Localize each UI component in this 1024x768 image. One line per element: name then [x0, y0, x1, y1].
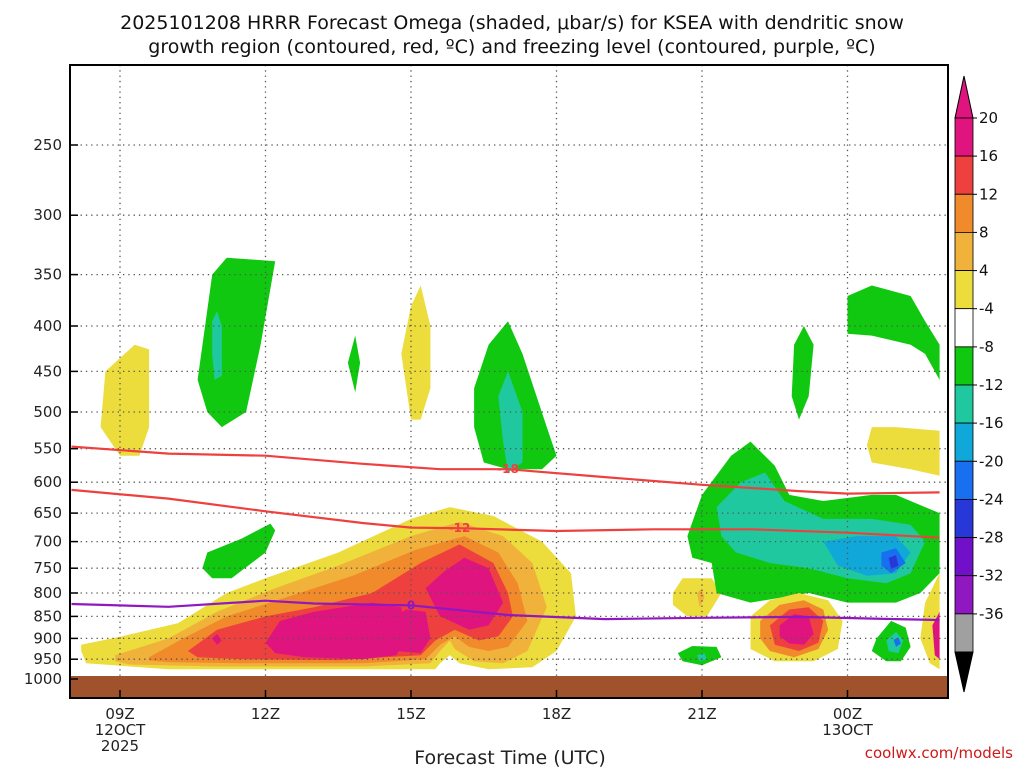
colorbar-swatch-11 [954, 537, 974, 577]
y-tick-label-950: 950 [33, 650, 62, 668]
colorbar-label-6: -8 [979, 338, 994, 356]
x-tick-label-21-line1: 21Z [687, 705, 716, 723]
colorbar-swatch-0 [954, 117, 974, 157]
colorbar-label-7: -12 [979, 376, 1004, 394]
contour-18-c-isotherm [71, 445, 940, 495]
shaded-region-descent-cell-23z [791, 326, 814, 420]
contour-label-group-12-c-isotherm: -12 [449, 521, 471, 535]
terrain-ground-strip [70, 676, 948, 698]
shaded-region-descent-cell-25z-max [893, 637, 901, 647]
colorbar-swatch-12 [954, 575, 974, 615]
colorbar-label-13: -36 [979, 605, 1004, 623]
colorbar-label-4: 4 [979, 262, 989, 280]
shaded-region-rise-blip-21z [672, 578, 722, 617]
plot-frame [69, 64, 949, 699]
x-tick-label-9-line1: 09Z [105, 705, 134, 723]
y-tick-label-350: 350 [33, 266, 62, 284]
x-tick-label-18-line1: 18Z [542, 705, 571, 723]
temperature-contours: -18 -12 0 [71, 445, 940, 622]
x-tick-label-9-line2: 12OCT [95, 721, 146, 739]
contour-label-18-c-isotherm: -18 [497, 462, 519, 476]
shaded-region-rise-core-23z [779, 614, 814, 645]
credit-text: coolwx.com/models [865, 744, 1013, 762]
colorbar-label-5: -4 [979, 300, 994, 318]
shaded-region-rise-spot-21z [697, 588, 705, 608]
x-tick-label-15-line1: 15Z [396, 705, 425, 723]
contour-12-c-isotherm [71, 488, 940, 539]
y-tick-label-450: 450 [33, 362, 62, 380]
shaded-region-descent-blip-14z [347, 335, 361, 393]
x-tick-label-12-line1: 12Z [251, 705, 280, 723]
colorbar-swatch-1 [954, 155, 974, 195]
chart-title-line1: 2025101208 HRRR Forecast Omega (shaded, … [120, 12, 904, 34]
contour-0-c-freezing-level [71, 599, 940, 622]
y-tick-label-400: 400 [33, 317, 62, 335]
pressure-axis: 250 300 350 400 450 500 550 600 650 700 750 800 850 9… [24, 136, 78, 688]
y-tick-label-900: 900 [33, 629, 62, 647]
colorbar-label-12: -32 [979, 567, 1004, 585]
shaded-region-descent-11z-mid [202, 523, 276, 579]
colorbar-label-9: -20 [979, 452, 1004, 470]
colorbar-swatch-7 [954, 384, 974, 424]
colorbar-label-10: -24 [979, 490, 1004, 508]
y-tick-label-700: 700 [33, 533, 62, 551]
colorbar-swatch-13 [954, 613, 974, 653]
shaded-region-descent-aloft-11z [197, 257, 276, 428]
y-tick-label-250: 250 [33, 136, 62, 154]
colorbar-swatch-4 [954, 270, 974, 310]
y-tick-label-800: 800 [33, 584, 62, 602]
colorbar-swatch-2 [954, 193, 974, 233]
shaded-region-descent-00-02z-aloft [847, 285, 940, 380]
x-tick-label-9-line3: 2025 [101, 737, 139, 755]
y-tick-label-300: 300 [33, 206, 62, 224]
chart-title-line2: growth region (contoured, red, ºC) and f… [148, 36, 875, 58]
contour-label-group-0-c-freezing-level: 0 [407, 598, 415, 612]
colorbar-label-2: 12 [979, 185, 998, 203]
colorbar-swatch-3 [954, 231, 974, 271]
shaded-region-rise-00-02z [866, 427, 940, 476]
colorbar-label-0: 20 [979, 109, 998, 127]
contour-label-0-c-freezing-level: 0 [407, 598, 415, 612]
shaded-region-descent-core-11z [212, 311, 222, 380]
colorbar-label-11: -28 [979, 529, 1004, 547]
y-tick-label-600: 600 [33, 473, 62, 491]
y-tick-label-500: 500 [33, 403, 62, 421]
shaded-region-rise-spot-11z [212, 634, 222, 645]
y-tick-label-850: 850 [33, 607, 62, 625]
y-tick-label-750: 750 [33, 559, 62, 577]
x-axis-title: Forecast Time (UTC) [414, 747, 605, 768]
y-tick-label-550: 550 [33, 440, 62, 458]
colorbar-swatch-8 [954, 422, 974, 462]
colorbar-swatch-9 [954, 460, 974, 500]
shaded-region-rise-core-13-14z [265, 602, 407, 660]
colorbar-swatch-6 [954, 346, 974, 386]
x-tick-label-24-line2: 13OCT [822, 721, 873, 739]
shaded-region-rise-band-l4 [187, 544, 513, 661]
shaded-region-rise-edge-26z-core [932, 611, 940, 660]
shaded-region-descent-max-25z-core [888, 555, 899, 570]
y-tick-label-1000: 1000 [24, 670, 62, 688]
shaded-region-weak-rise-09z [100, 344, 150, 456]
contour-label-group-18-c-isotherm: -18 [497, 462, 519, 476]
colorbar-label-8: -16 [979, 414, 1004, 432]
x-tick-label-24-line1: 00Z [833, 705, 862, 723]
colorbar-swatch-5 [954, 308, 974, 348]
colorbar-label-3: 8 [979, 223, 989, 241]
colorbar-swatch-10 [954, 498, 974, 538]
shaded-region-descent-core-17z [498, 371, 523, 473]
contour-label-12-c-isotherm: -12 [449, 521, 471, 535]
omega-colorbar: 20 16 12 8 4 -4 -8 -12 -16 -20 -24 -28 -32 -36 [954, 75, 1004, 693]
shaded-region-descent-core-21z-low [697, 653, 707, 662]
colorbar-under-arrow [954, 651, 974, 693]
shaded-region-rise-core-15z [386, 609, 431, 654]
shaded-region-rise-15z-aloft [401, 285, 431, 420]
colorbar-over-arrow [954, 75, 974, 119]
y-tick-label-650: 650 [33, 504, 62, 522]
colorbar-label-1: 16 [979, 147, 998, 165]
dotted-grid [70, 65, 948, 698]
